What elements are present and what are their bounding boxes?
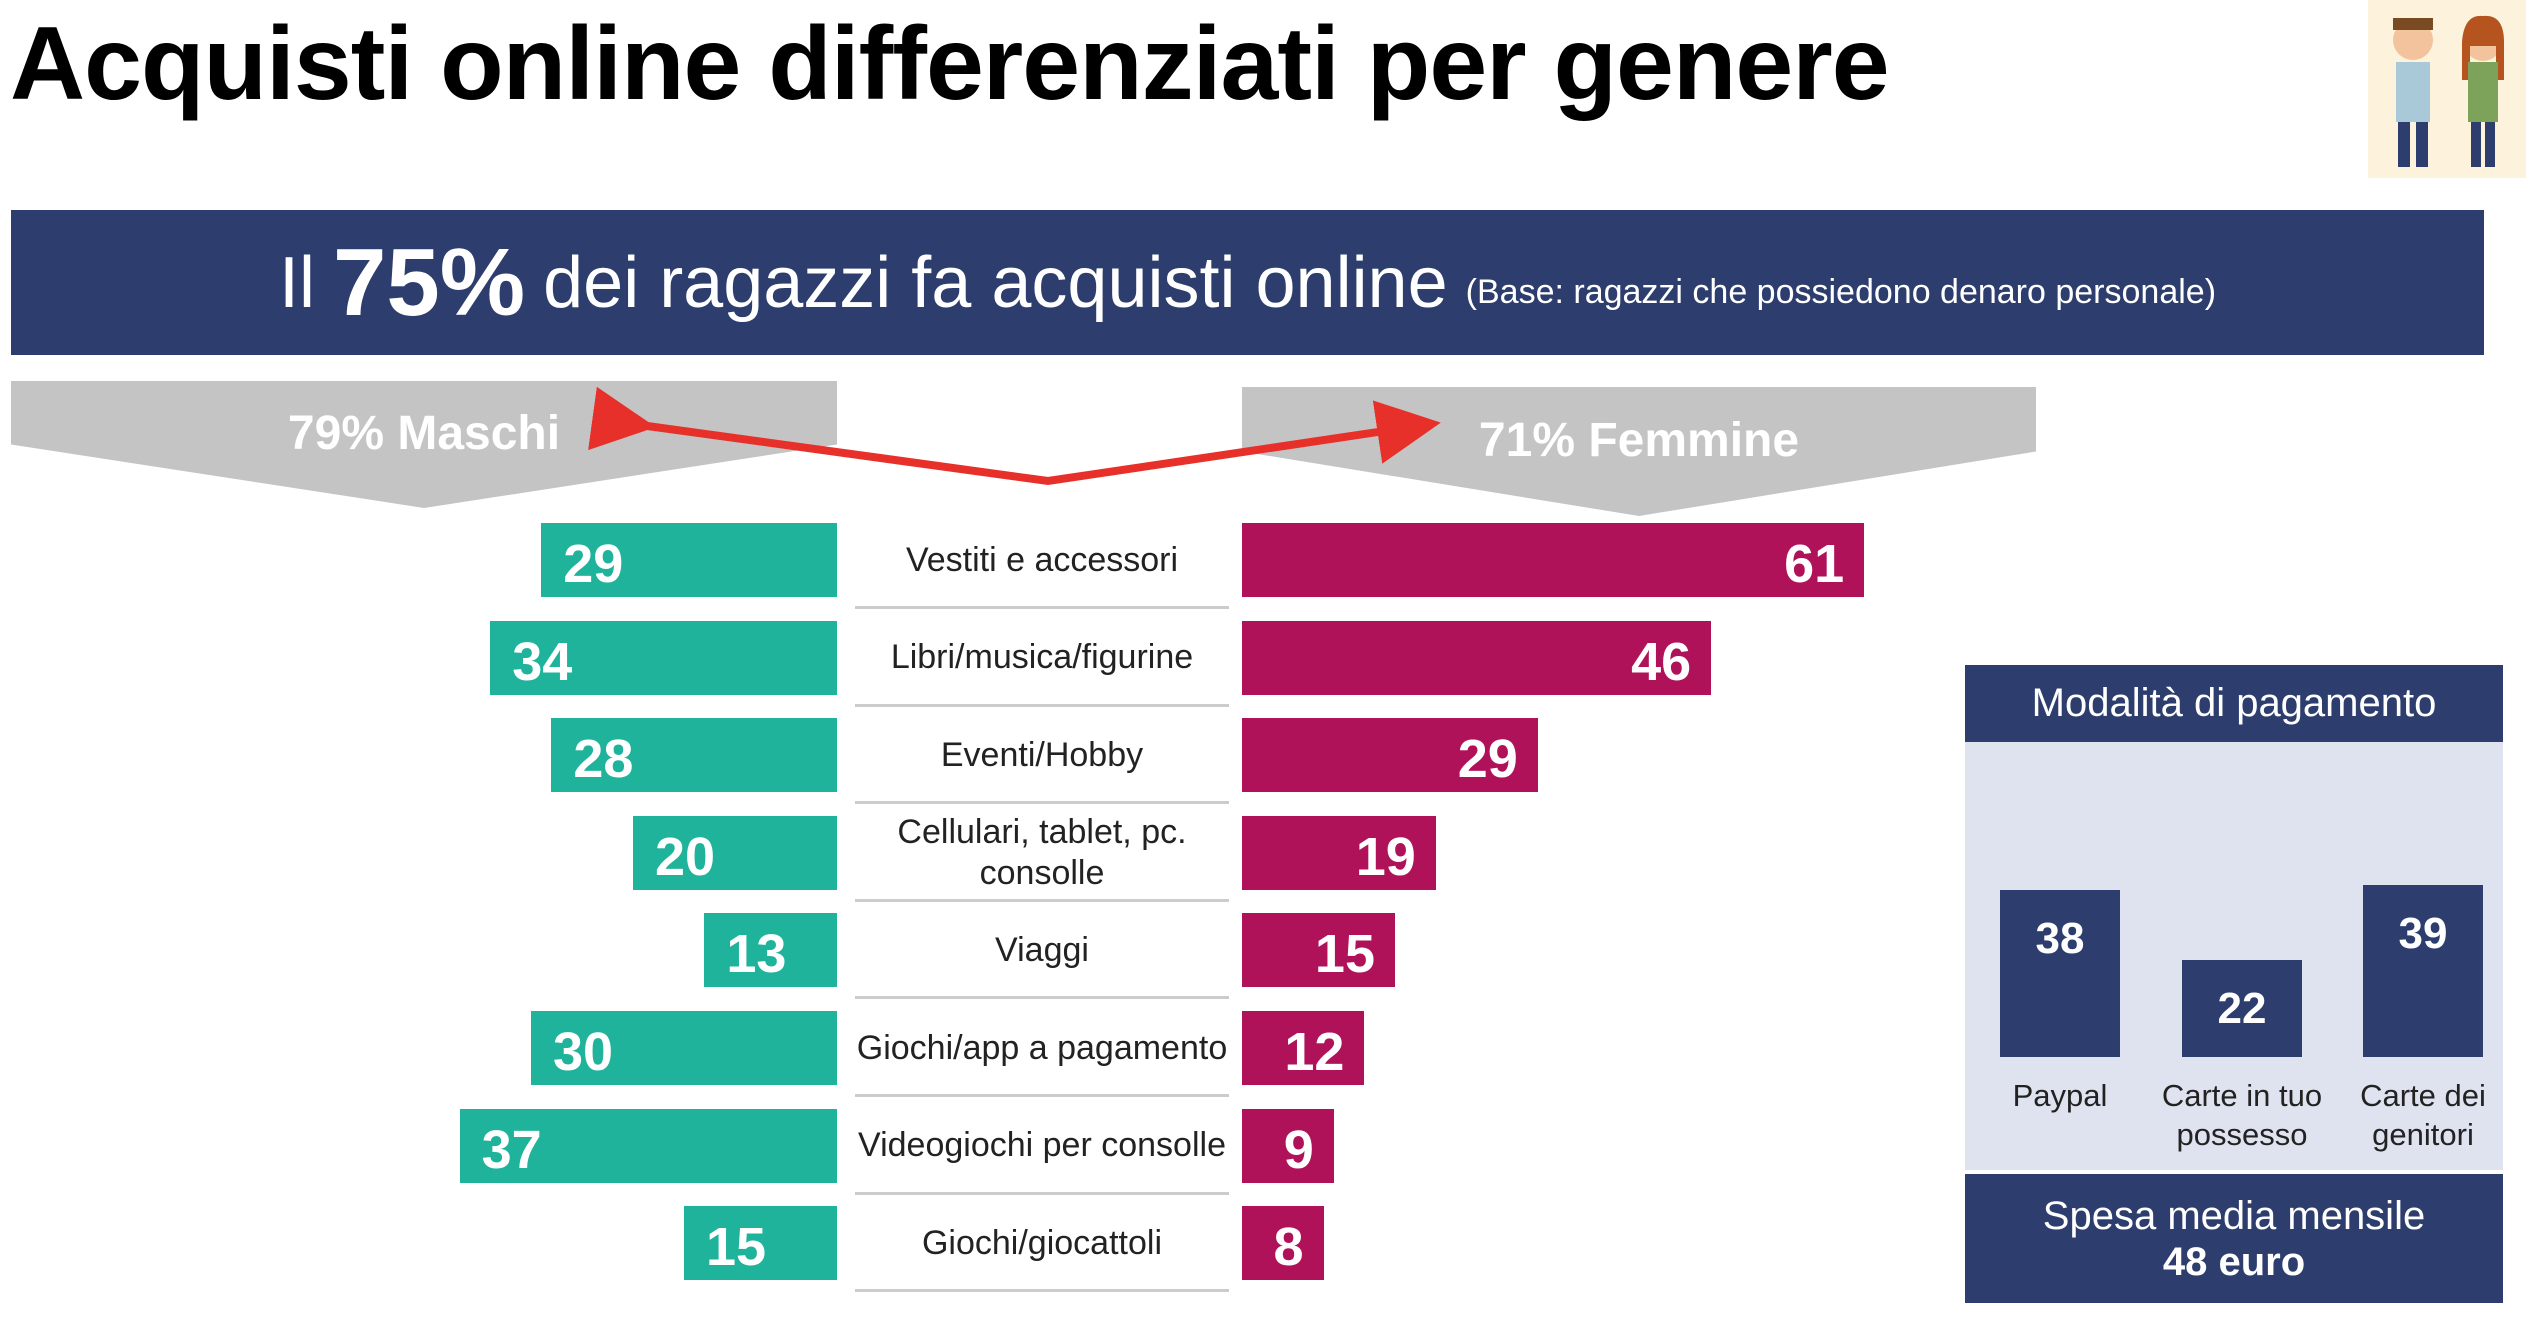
legend-header: 71% Femmine [1242,387,2036,516]
x-tick-label: Carte dei genitori [2360,1078,2486,1152]
bar [2000,889,2120,1057]
panel-header: Modalità di pagamento [1965,665,2503,742]
bar [459,1108,837,1183]
value-label: 9 [1283,1119,1314,1180]
banner-prefix: Il [278,242,315,323]
bar [1242,523,1865,597]
footer-label: Spesa media mensile [2042,1193,2426,1238]
category-label: Cellulari, tablet, pc. consolle [855,807,1229,902]
bar [531,1011,837,1085]
value-label: 37 [481,1119,542,1180]
bar [1242,1108,1334,1183]
value-label: 34 [512,631,573,692]
bar [1242,913,1395,988]
legend-label: 71% Femmine [1478,413,1800,467]
bar [490,620,837,695]
banner-highlight: 75% [332,228,526,336]
bar [1242,1206,1324,1281]
bar [1242,815,1436,890]
bar [1242,718,1538,793]
value-label: 15 [1314,924,1375,985]
bar [704,913,837,988]
bar [541,523,837,597]
value-label: 29 [1457,729,1518,790]
bar [633,815,837,890]
category-label: Giochi/app a pagamento [855,1002,1229,1097]
value-label: 12 [1284,1022,1345,1082]
value-label: 8 [1273,1217,1304,1278]
bar [2182,960,2302,1057]
bar [1242,620,1712,695]
category-label: Viaggi [855,904,1229,1000]
banner-text: dei ragazzi fa acquisti online [543,242,1448,323]
value-label: 46 [1631,631,1692,692]
value-label: 30 [553,1022,614,1082]
icon [2368,0,2526,178]
value-label: 13 [726,924,787,985]
value-label: 28 [573,729,634,790]
footer: Spesa media mensile 48 euro [1965,1174,2503,1303]
x-tick-label: Carte in tuo possesso [2161,1078,2323,1152]
bar [551,718,837,793]
category-label: Giochi/giocattoli [855,1197,1229,1293]
bar [2363,885,2483,1057]
value-label: 29 [563,534,624,594]
legend-label: 79% Maschi [287,407,561,461]
page-title: Acquisti online differenziati per genere [10,6,1890,122]
value-label: 38 [2035,913,2085,963]
category-label: Videogiochi per consolle [855,1100,1229,1195]
x-tick-label: Paypal [2012,1078,2108,1113]
value-label: 19 [1355,826,1416,887]
category-label: Eventi/Hobby [855,709,1229,805]
value-label: 22 [2217,984,2267,1034]
value-label: 39 [2398,909,2448,959]
value-label: 20 [655,826,716,887]
category-label: Vestiti e accessori [855,514,1229,609]
legend-header: 79% Maschi [11,381,837,508]
bar [684,1206,837,1281]
value-label: 15 [706,1217,767,1278]
footer-value: 48 euro [2162,1239,2306,1284]
banner: Il 75% dei ragazzi fa acquisti online (B… [11,210,2484,355]
banner-note: (Base: ragazzi che possiedono denaro per… [1465,273,2217,311]
bar [1242,1011,1365,1085]
category-label: Libri/musica/figurine [855,612,1229,707]
value-label: 61 [1784,534,1845,594]
